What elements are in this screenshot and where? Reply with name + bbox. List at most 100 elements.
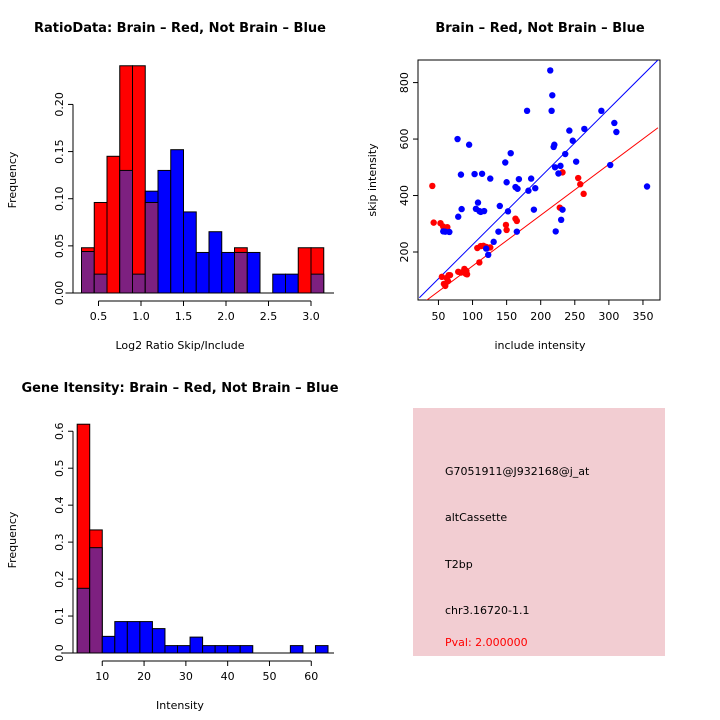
histogram-bar — [189, 636, 204, 654]
histogram-bar-overlap — [81, 251, 95, 294]
scatter-point — [562, 150, 569, 158]
scatter-point — [547, 67, 554, 74]
scatter-point — [465, 141, 473, 148]
scatter-point — [549, 92, 556, 99]
ratio-histogram-xaxis: 0.5 1.0 1.5 2.0 2.5 3.0 — [90, 300, 320, 323]
histogram-bar-overlap — [144, 201, 159, 294]
histogram-bar — [126, 621, 141, 654]
scatter-yaxis: 200 400 600 800 — [398, 72, 418, 263]
histogram-bar — [297, 247, 312, 294]
scatter-point — [515, 175, 523, 183]
y-axis-tick-label: 0.3 — [53, 533, 66, 551]
y-axis-tick-label: 0.05 — [53, 234, 66, 259]
scatter-point — [611, 119, 618, 127]
scatter-point — [478, 170, 486, 177]
histogram-bar — [164, 645, 179, 654]
x-axis-tick-label: 2.0 — [217, 310, 235, 323]
gene-histogram-ylabel: Frequency — [6, 511, 19, 568]
y-axis-tick-label: 0.20 — [53, 92, 66, 117]
ratio-histogram-ylabel: Frequency — [6, 151, 19, 208]
y-axis-tick-label: 0.5 — [53, 459, 66, 477]
scatter-point — [569, 137, 576, 144]
scatter-point — [457, 171, 465, 178]
scatter-point — [577, 181, 584, 188]
histogram-bar — [195, 251, 210, 294]
probe-id-text: G7051911@J932168@j_at — [445, 465, 590, 478]
scatter-point — [523, 107, 531, 115]
histogram-bar — [177, 645, 191, 654]
histogram-bar — [246, 251, 261, 294]
scatter-point — [532, 184, 539, 192]
red-reference-line — [426, 127, 659, 300]
scatter-point — [557, 216, 565, 224]
scatter-reference-lines — [419, 60, 659, 300]
plot-frame — [417, 59, 661, 301]
scatter-point — [487, 175, 494, 182]
histogram-bar — [183, 211, 197, 294]
panel-annotation-info: G7051911@J932168@j_at altCassette T2bp c… — [360, 360, 720, 720]
ratio-histogram-yaxis: 0.00 0.05 0.10 0.15 0.20 — [53, 92, 74, 306]
scatter-point — [444, 277, 452, 285]
x-axis-tick-label: 1.0 — [132, 310, 150, 323]
scatter-point — [455, 213, 462, 220]
scatter-point — [502, 221, 510, 229]
scatter-point — [514, 185, 521, 192]
histogram-bar — [202, 645, 216, 654]
scatter-point — [503, 226, 510, 234]
scatter-point — [513, 228, 521, 235]
y-axis-tick-label: 0.6 — [53, 422, 66, 440]
y-axis-tick-label: 200 — [398, 242, 411, 263]
scatter-point — [480, 207, 488, 215]
scatter-points — [429, 67, 651, 290]
panel-gene-histogram: Gene Itensity: Brain – Red, Not Brain – … — [0, 360, 360, 720]
scatter-point — [446, 271, 454, 279]
x-axis-tick-label: 60 — [304, 670, 318, 683]
scatter-point — [507, 149, 514, 157]
scatter-point — [607, 161, 614, 169]
y-axis-tick-label: 0.15 — [53, 139, 66, 164]
scatter-point — [574, 174, 582, 182]
gene-histogram-svg: Gene Itensity: Brain – Red, Not Brain – … — [6, 381, 339, 712]
histogram-bar — [170, 149, 184, 294]
ratio-histogram-bars — [65, 65, 334, 294]
histogram-bar — [214, 645, 229, 654]
scatter-point — [438, 273, 446, 281]
scatter-point — [503, 179, 510, 186]
histogram-bar-overlap — [234, 251, 248, 294]
scatter-ylabel: skip intensity — [366, 143, 379, 217]
x-axis-tick-label: 40 — [221, 670, 235, 683]
scatter-xlabel: include intensity — [494, 339, 586, 352]
x-axis-tick-label: 2.5 — [260, 310, 278, 323]
ratio-histogram-title: RatioData: Brain – Red, Not Brain – Blue — [34, 21, 326, 36]
pval-text: Pval: 2.000000 — [445, 636, 528, 649]
annotation-info-box: G7051911@J932168@j_at altCassette T2bp c… — [413, 408, 665, 656]
scatter-point — [490, 238, 497, 246]
scatter-point — [429, 182, 436, 190]
scatter-point — [548, 107, 555, 115]
gene-histogram-title: Gene Itensity: Brain – Red, Not Brain – … — [21, 381, 338, 396]
x-axis-tick-label: 100 — [462, 310, 483, 323]
y-axis-tick-label: 400 — [398, 185, 411, 206]
gene-name-text: T2bp — [445, 558, 473, 571]
scatter-point — [559, 206, 566, 213]
scatter-point — [643, 183, 651, 190]
histogram-bar — [208, 231, 223, 294]
x-axis-tick-label: 300 — [598, 310, 619, 323]
scatter-point — [476, 259, 483, 266]
x-axis-tick-label: 250 — [564, 310, 585, 323]
histogram-bar-overlap — [93, 273, 108, 294]
y-axis-tick-label: 0.00 — [53, 281, 66, 306]
event-type-text: altCassette — [445, 511, 508, 524]
x-axis-tick-label: 1.5 — [175, 310, 193, 323]
scatter-plot-box — [417, 59, 661, 301]
histogram-bar — [221, 251, 235, 294]
y-axis-tick-label: 0.2 — [53, 570, 66, 588]
histogram-bar-overlap — [119, 169, 133, 294]
scatter-point — [555, 170, 562, 177]
x-axis-tick-label: 30 — [179, 670, 193, 683]
histogram-bar — [285, 273, 299, 294]
histogram-bar — [106, 155, 121, 294]
panel-intensity-scatter: Brain – Red, Not Brain – Blue include in… — [360, 0, 720, 360]
gene-histogram-yaxis: 0.0 0.1 0.2 0.3 0.4 0.5 0.6 — [53, 422, 74, 662]
